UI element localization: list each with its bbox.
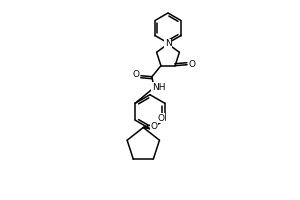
Text: N: N: [165, 40, 171, 48]
Text: NH: NH: [152, 83, 166, 92]
Text: O: O: [157, 114, 164, 123]
Text: O: O: [189, 60, 196, 69]
Text: O: O: [150, 122, 158, 131]
Text: O: O: [132, 70, 140, 79]
